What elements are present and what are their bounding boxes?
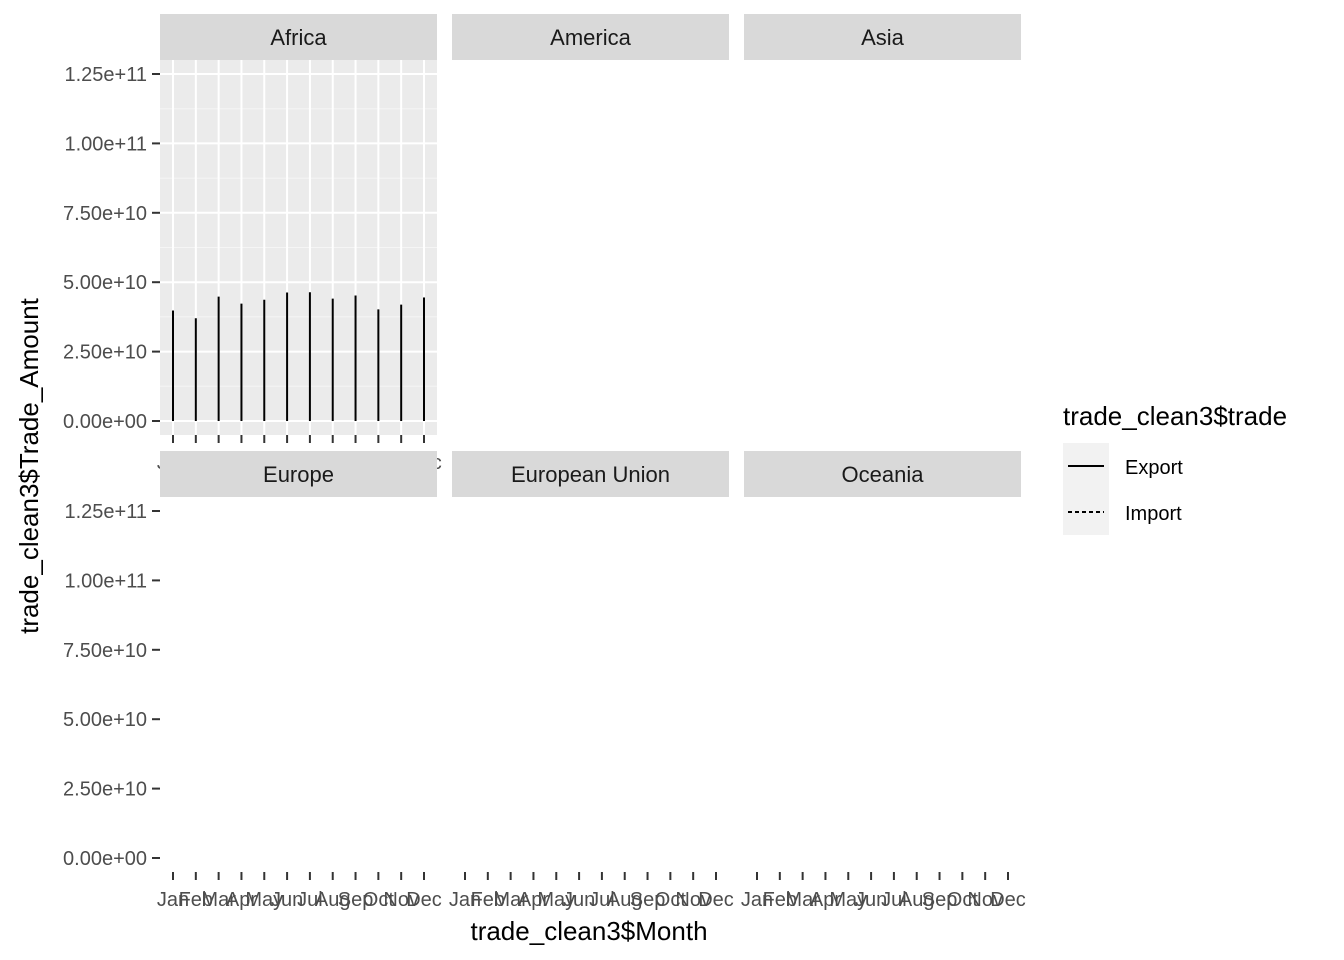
y-tick-label: 0.00e+00 (63, 848, 147, 870)
y-tick-label: 2.50e+10 (63, 342, 147, 364)
x-tick-label: Sep (922, 889, 958, 911)
x-tick-label: Jun (271, 889, 303, 911)
x-tick-label: Jun (855, 889, 887, 911)
x-tick-label: Sep (630, 889, 666, 911)
x-tick-label: Apr (518, 889, 549, 911)
legend-label: Export (1125, 457, 1183, 479)
y-tick-label: 1.25e+11 (65, 64, 148, 86)
x-tick-label: Jul (881, 889, 907, 911)
facet-panel-europe: Europe 0.00e+00 2.50e+10 5.00e+10 7.50e+10 1.… (63, 451, 442, 911)
facet-strip (744, 451, 1021, 497)
facet-strip (452, 451, 729, 497)
x-tick-label: Aug (315, 889, 351, 911)
y-tick-label: 1.00e+11 (65, 570, 148, 592)
x-tick-label: Jun (563, 889, 595, 911)
legend: trade_clean3$trade Export Import (1063, 401, 1287, 535)
y-tick-label: 7.50e+10 (63, 640, 147, 662)
facet-strip (160, 451, 437, 497)
x-tick-label: Dec (990, 889, 1026, 911)
facet-strip (452, 14, 729, 60)
x-tick-label: Feb (471, 889, 505, 911)
y-axis-title: trade_clean3$Trade_Amount (14, 297, 44, 634)
facet-strip-label: Oceania (842, 462, 925, 487)
facet-panel-oceania: Oceania JanFebMarAprMayJunJulAugSepOctNov… (741, 451, 1026, 911)
y-tick-label: 1.25e+11 (65, 501, 148, 523)
x-tick-label: Sep (338, 889, 374, 911)
y-tick-label: 1.00e+11 (65, 133, 148, 155)
x-tick-label: Feb (763, 889, 797, 911)
facet-panel-asia: Asia (744, 14, 1021, 60)
facet-strip (160, 14, 437, 60)
y-tick-label: 7.50e+10 (63, 203, 147, 225)
y-tick-label: 5.00e+10 (63, 272, 147, 294)
x-tick-label: Dec (406, 889, 442, 911)
facet-panel-africa: Africa 0.00e+00 2.50e+10 5.00e+10 7.50e+10 1.… (63, 14, 442, 474)
x-tick-label: Jul (297, 889, 323, 911)
x-tick-label: Jan (741, 889, 773, 911)
facet-strip-label: Africa (270, 25, 327, 50)
x-tick-label: Jan (157, 889, 189, 911)
x-tick-label: May (245, 889, 283, 911)
y-tick-label: 2.50e+10 (63, 779, 147, 801)
facet-strip (744, 14, 1021, 60)
legend-label: Import (1125, 503, 1182, 525)
x-tick-label: Mar (493, 889, 528, 911)
facet-strip-label: Asia (861, 25, 905, 50)
facet-panel-america: America (452, 14, 729, 60)
y-tick-label: 0.00e+00 (63, 411, 147, 433)
x-tick-label: Apr (226, 889, 257, 911)
facet-strip-label: European Union (511, 462, 670, 487)
x-tick-label: Nov (675, 889, 711, 911)
x-tick-label: Feb (179, 889, 213, 911)
x-tick-label: Jul (589, 889, 615, 911)
x-tick-label: Mar (785, 889, 820, 911)
x-tick-label: May (829, 889, 867, 911)
x-tick-label: Aug (899, 889, 935, 911)
x-tick-label: Oct (947, 889, 979, 911)
x-tick-label: Nov (383, 889, 419, 911)
x-tick-label: Mar (201, 889, 236, 911)
facet-strip-label: America (550, 25, 631, 50)
x-axis-title: trade_clean3$Month (470, 916, 707, 946)
x-tick-label: Nov (967, 889, 1003, 911)
x-tick-label: Aug (607, 889, 643, 911)
x-tick-label: Jan (449, 889, 481, 911)
x-tick-label: Dec (698, 889, 734, 911)
x-tick-label: May (537, 889, 575, 911)
x-tick-label: Oct (363, 889, 395, 911)
x-tick-label: Apr (810, 889, 841, 911)
y-tick-label: 5.00e+10 (63, 709, 147, 731)
legend-title: trade_clean3$trade (1063, 401, 1287, 431)
x-tick-label: Oct (655, 889, 687, 911)
facet-panel-european-union: European Union JanFebMarAprMayJunJulAugSe… (449, 451, 734, 911)
facet-strip-label: Europe (263, 462, 334, 487)
